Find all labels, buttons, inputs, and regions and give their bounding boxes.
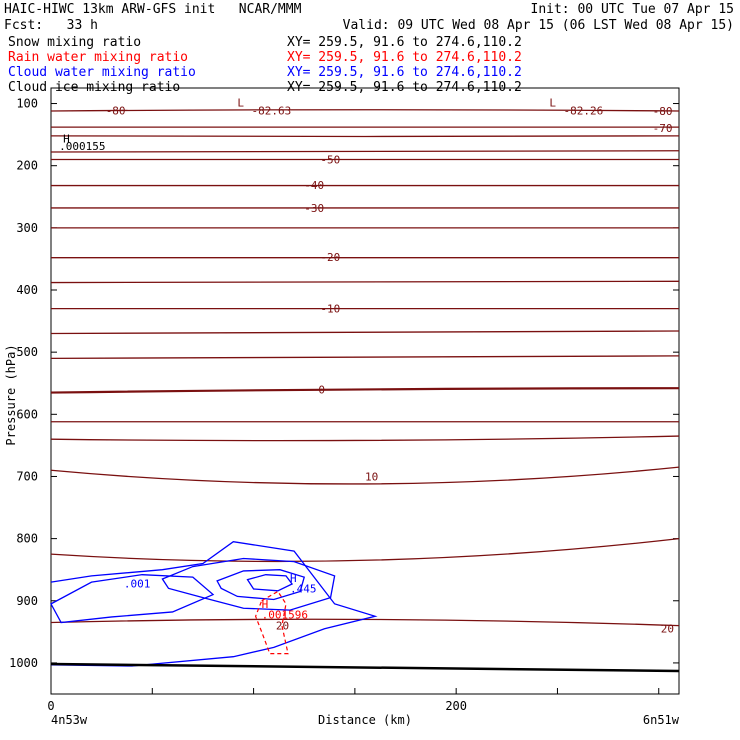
contour-annotation: -82.63 xyxy=(252,104,292,117)
cloud-water-contour xyxy=(216,569,306,601)
isotherm-line xyxy=(50,355,680,360)
x-left-label: 4n53w xyxy=(51,713,88,727)
x-axis-label: Distance (km) xyxy=(318,713,412,727)
isotherm-line xyxy=(50,280,680,284)
y-tick-label: 800 xyxy=(16,532,38,546)
x-tick-label: 200 xyxy=(445,699,467,713)
isotherm-line xyxy=(50,387,680,394)
isotherm-line xyxy=(50,109,680,112)
y-tick-label: 500 xyxy=(16,345,38,359)
isotherm-line xyxy=(50,150,680,153)
contour-annotation: H xyxy=(63,132,70,145)
contour-annotation: H xyxy=(290,572,297,585)
header-init: Init: 00 UTC Tue 07 Apr 15 xyxy=(530,2,735,17)
contour-annotation: .000155 xyxy=(59,140,105,153)
contour-annotation: .001596 xyxy=(262,608,308,621)
isotherm-line xyxy=(50,466,680,485)
contour-annotation: -50 xyxy=(320,153,340,166)
contour-annotation: L xyxy=(237,96,244,109)
cloud-water-contour xyxy=(246,574,294,592)
contour-annotation: -82.26 xyxy=(564,104,604,117)
contour-annotation: -80 xyxy=(653,105,673,118)
contour-annotation: -70 xyxy=(653,122,673,135)
cloud-water-contour xyxy=(50,574,215,624)
y-tick-label: 700 xyxy=(16,469,38,483)
legend-rain-xy: XY= 259.5, 91.6 to 274.6,110.2 xyxy=(287,50,522,65)
cloud-water-outer-contour xyxy=(50,541,378,667)
contour-annotation: 10 xyxy=(365,470,378,483)
contour-annotation: H xyxy=(262,598,269,611)
y-tick-label: 900 xyxy=(16,594,38,608)
legend-snow-label: Snow mixing ratio xyxy=(8,35,142,50)
header-forecast: Fcst: 33 h xyxy=(4,18,98,33)
isotherm-line xyxy=(50,537,680,563)
legend-snow-xy: XY= 259.5, 91.6 to 274.6,110.2 xyxy=(287,35,522,50)
legend-cloud-water-label: Cloud water mixing ratio xyxy=(8,65,196,80)
contour-annotation: .445 xyxy=(290,582,317,595)
y-tick-label: 600 xyxy=(16,407,38,421)
contour-annotation: -80 xyxy=(106,104,126,117)
ground-line xyxy=(50,662,680,673)
y-tick-label: 200 xyxy=(16,159,38,173)
contour-annotation: 20 xyxy=(661,623,674,636)
y-axis-label: Pressure (hPa) xyxy=(4,344,18,445)
contour-annotation: -40 xyxy=(304,179,324,192)
x-tick-label: 0 xyxy=(47,699,54,713)
legend-cloud-water-xy: XY= 259.5, 91.6 to 274.6,110.2 xyxy=(287,65,522,80)
plot-frame xyxy=(50,87,680,695)
isotherm-line xyxy=(50,330,680,335)
contour-annotation: -20 xyxy=(320,251,340,264)
y-tick-label: 400 xyxy=(16,283,38,297)
header-valid: Valid: 09 UTC Wed 08 Apr 15 (06 LST Wed … xyxy=(342,18,734,33)
y-tick-label: 300 xyxy=(16,221,38,235)
isotherm-line xyxy=(50,435,680,442)
y-tick-label: 100 xyxy=(16,97,38,111)
contour-annotation: L xyxy=(549,96,556,109)
y-tick-label: 1000 xyxy=(9,656,38,670)
legend-rain-label: Rain water mixing ratio xyxy=(8,50,189,65)
contour-annotation: -30 xyxy=(304,202,324,215)
isotherm-line xyxy=(50,135,680,138)
x-right-label: 6n51w xyxy=(643,713,680,727)
contour-annotation: 20 xyxy=(276,620,289,633)
rain-contour xyxy=(254,590,289,655)
isotherm-line xyxy=(50,618,680,627)
header-title: HAIC-HIWC 13km ARW-GFS init NCAR/MMM xyxy=(4,2,302,17)
contour-annotation: 0 xyxy=(318,383,325,396)
contour-annotation: .001 xyxy=(124,577,151,590)
contour-annotation: -10 xyxy=(320,303,340,316)
